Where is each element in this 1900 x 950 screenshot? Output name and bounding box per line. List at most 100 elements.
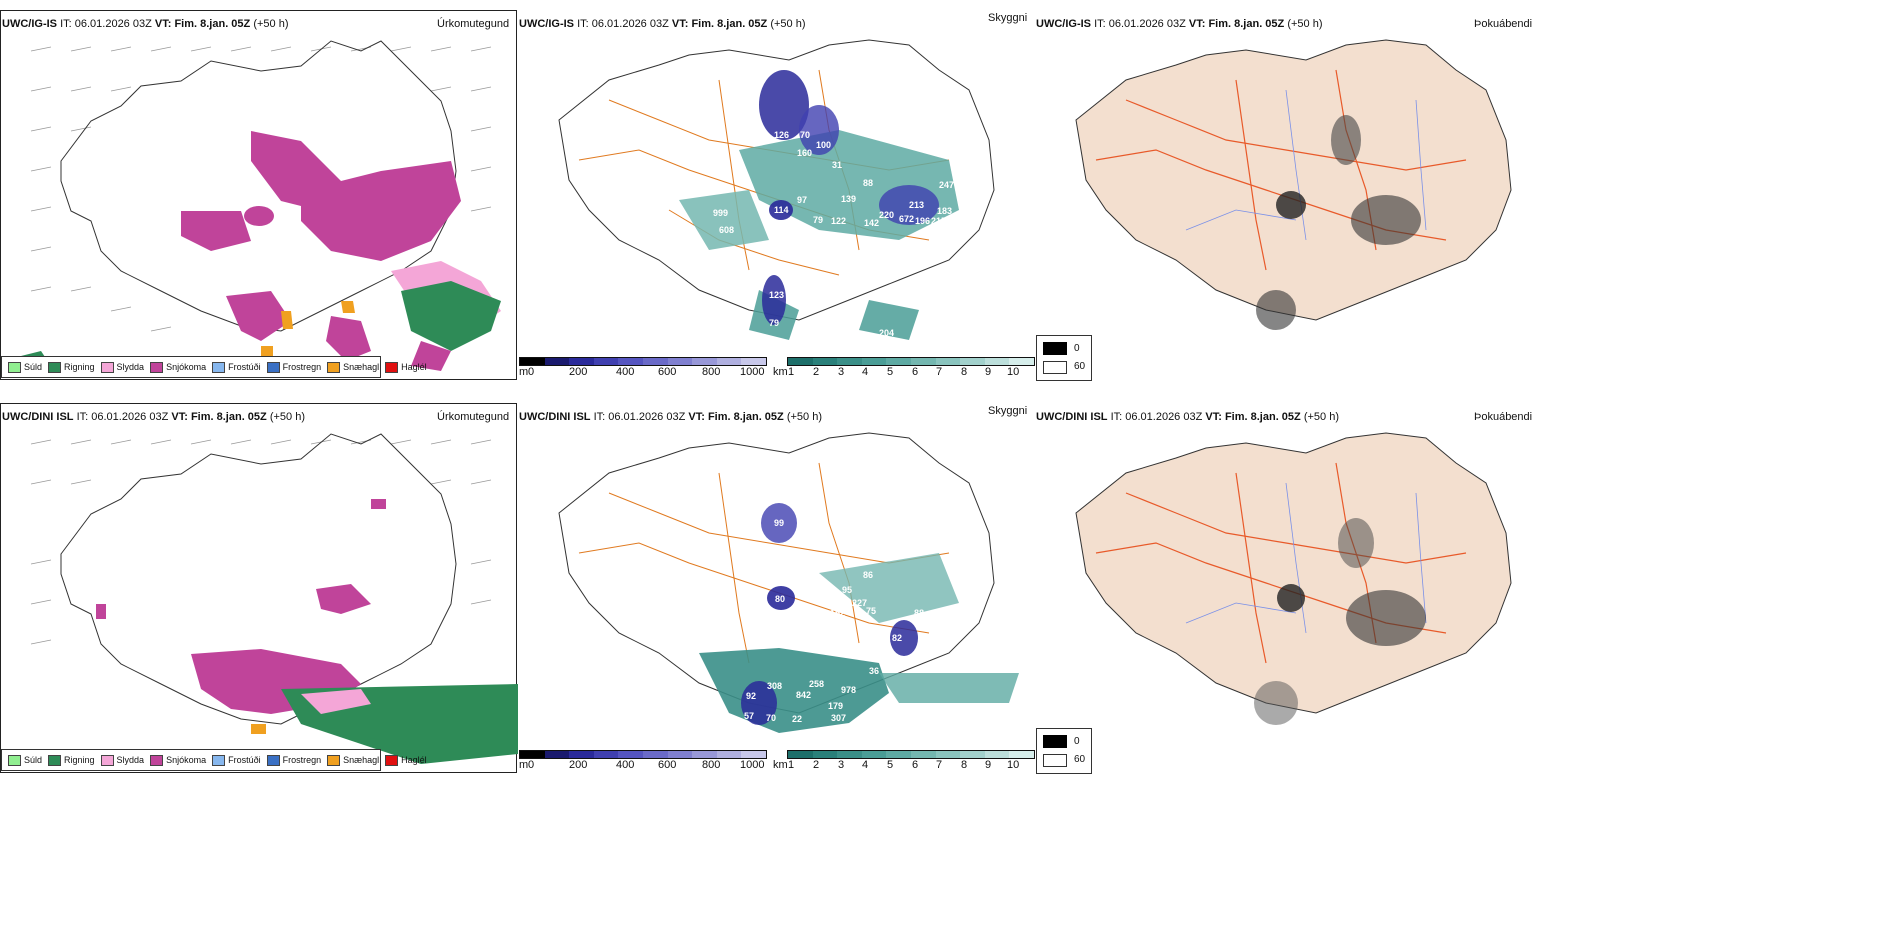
ceiling-label: 991 [957,255,973,265]
visibility-unit: km [773,366,788,378]
visibility-tick: 5 [887,366,894,378]
ceiling-label: 258 [809,679,825,689]
ceiling-label: 196 [915,216,931,226]
ceiling-label: 97 [797,195,808,205]
precip-type-panel-bottom: Súld Rigning Slydda Snjókoma Frostúði Fr… [0,403,518,773]
ceiling-label: 22 [792,714,803,724]
panel-title-precip-top: Úrkomutegund [437,18,510,30]
ceiling-tick: 0 [528,366,535,378]
ceiling-label: 30 [869,646,880,656]
visibility-tick: 8 [961,759,968,771]
ceiling-label: 70 [766,713,777,723]
ceiling-label: 154 [892,248,908,258]
ceiling-label: 308 [767,681,783,691]
ceiling-label: 672 [899,214,915,224]
ceiling-tick: 200 [569,366,588,378]
ceiling-tick: 200 [569,759,588,771]
legend-item-rain: Rigning [48,361,95,373]
ceiling-label: 608 [719,225,735,235]
visibility-panel-top: 126 70 100 160 31 97 114 999 608 139 88 … [519,10,1034,380]
legend-item-rain: Rigning [48,754,95,766]
precip-type-legend: Súld Rigning Slydda Snjókoma Frostúði Fr… [1,749,427,771]
iceland-outline [60,40,457,332]
ceiling-label: 183 [937,206,953,216]
legend-item-freezing-rain: Frostregn [266,361,321,373]
ceiling-tick: 400 [616,366,635,378]
ceiling-label: 139 [841,194,857,204]
visibility-colorbar-bottom [787,750,1035,759]
ceiling-tick: 800 [702,366,721,378]
panel-header-top-visibility: UWC/IG-IS IT: 06.01.2026 03Z VT: Fim. 8.… [519,18,806,30]
panel-header-top-fog: UWC/IG-IS IT: 06.01.2026 03Z VT: Fim. 8.… [1036,18,1323,30]
ceiling-label: 88 [914,608,925,618]
ceiling-tick: 600 [658,759,677,771]
precip-type-panel-top: Súld Rigning Slydda Snjókoma Frostúði Fr… [0,10,517,380]
panel-title-fog-top: Þokuábendi [1474,18,1533,30]
ceiling-label: 92 [746,691,757,701]
visibility-tick: 3 [838,759,845,771]
ceiling-label: 20 [809,536,820,546]
legend-item-snow-grains: Snæhagl [327,361,379,373]
visibility-tick: 8 [961,366,968,378]
fog-map-bottom [1075,432,1512,725]
visibility-tick: 10 [1007,366,1020,378]
ceiling-label: 88 [863,178,874,188]
ceiling-tick: 600 [658,366,677,378]
cloud-legend-top: 0 60 [1036,335,1092,381]
ceiling-label: 307 [831,713,847,723]
ceiling-label: 114 [774,205,789,215]
visibility-tick: 6 [912,759,919,771]
ceiling-label: 152 [830,608,846,618]
visibility-tick: 7 [936,366,943,378]
visibility-tick: 2 [813,366,820,378]
ceiling-unit: m [519,366,529,378]
ceiling-label: 163 [959,153,975,163]
ceiling-label: 213 [909,200,925,210]
visibility-tick: 9 [985,759,992,771]
legend-item-drizzle: Súld [8,754,42,766]
cloud-legend-bottom: 0 60 [1036,728,1092,774]
visibility-tick: 7 [936,759,943,771]
ceiling-colorbar-top [519,357,767,366]
panel-title-visibility-top: Skyggni [988,12,1028,24]
ceiling-label: 142 [864,218,880,228]
ceiling-label: 42 [939,348,950,358]
ceiling-label: 79 [769,318,780,328]
ceiling-label: 52 [871,275,882,285]
visibility-panel-bottom: 99 20 321 80 86 95 227 152 75 88 82 30 3… [519,403,1034,773]
ceiling-label: 122 [831,216,847,226]
ceiling-tick: 800 [702,759,721,771]
ceiling-tick: 400 [616,759,635,771]
ceiling-tick: 0 [528,759,535,771]
visibility-tick: 6 [912,366,919,378]
panel-header-top-precip: UWC/IG-IS IT: 06.01.2026 03Z VT: Fim. 8.… [2,18,289,30]
ceiling-label: 79 [813,215,824,225]
ceiling-label: 99 [774,518,785,528]
ceiling-label: 36 [869,666,880,676]
legend-item-sleet: Slydda [100,361,144,373]
visibility-tick: 10 [1007,759,1020,771]
legend-item-hail: Haglél [385,754,427,766]
visibility-tick: 3 [838,366,845,378]
ceiling-label: 321 [897,511,913,521]
ceiling-label: 220 [879,210,895,220]
visibility-tick: 4 [862,759,869,771]
ceiling-label: 999 [713,208,729,218]
ceiling-label: 179 [828,701,844,711]
legend-item-freezing-rain: Frostregn [266,754,321,766]
panel-title-visibility-bottom: Skyggni [988,405,1028,417]
visibility-tick: 4 [862,366,869,378]
ceiling-unit: m [519,759,529,771]
legend-item-drizzle: Súld [8,361,42,373]
legend-item-sleet: Slydda [100,754,144,766]
visibility-unit: km [773,759,788,771]
ceiling-label: 100 [816,140,832,150]
precip-map-top [21,40,501,371]
ceiling-label: 70 [800,130,811,140]
visibility-tick: 1 [788,366,795,378]
ceiling-label: 31 [832,160,843,170]
ceiling-tick: 1000 [740,366,765,378]
legend-item-snow: Snjókoma [150,754,206,766]
panel-title-fog-bottom: Þokuábendi [1474,411,1533,423]
ceiling-label: 842 [796,690,812,700]
